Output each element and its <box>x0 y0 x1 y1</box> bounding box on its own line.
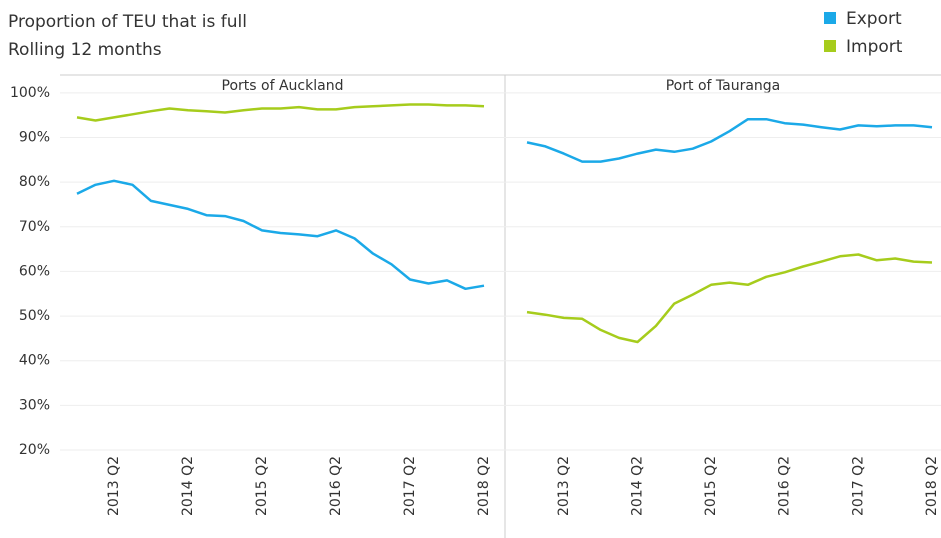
chart-title: Proportion of TEU that is full <box>8 12 247 32</box>
x-tick-label: 2014 Q2 <box>629 456 645 516</box>
y-tick-label: 60% <box>19 263 50 279</box>
y-tick-label: 30% <box>19 397 50 413</box>
x-tick-label: 2015 Q2 <box>703 456 719 516</box>
y-tick-label: 40% <box>19 353 50 369</box>
line-series <box>526 253 933 344</box>
y-tick-label: 80% <box>19 174 50 190</box>
legend-swatch <box>824 12 836 24</box>
line-series <box>76 179 485 291</box>
x-tick-label: 2017 Q2 <box>402 456 418 516</box>
line-series <box>526 117 933 163</box>
line-series <box>76 103 485 122</box>
x-tick-label: 2014 Q2 <box>180 456 196 516</box>
legend-label: Import <box>846 37 903 57</box>
x-tick-label: 2017 Q2 <box>850 456 866 516</box>
chart-subtitle: Rolling 12 months <box>8 40 162 60</box>
y-tick-label: 50% <box>19 308 50 324</box>
x-tick-label: 2013 Q2 <box>556 456 572 516</box>
x-tick-label: 2015 Q2 <box>254 456 270 516</box>
x-tick-label: 2016 Q2 <box>328 456 344 516</box>
x-tick-label: 2018 Q2 <box>476 456 492 516</box>
y-tick-label: 100% <box>10 85 50 101</box>
x-tick-label: 2013 Q2 <box>106 456 122 516</box>
y-tick-label: 90% <box>19 130 50 146</box>
panel-title: Ports of Auckland <box>222 78 344 94</box>
x-tick-label: 2018 Q2 <box>924 456 940 516</box>
legend-label: Export <box>846 9 902 29</box>
legend-swatch <box>824 40 836 52</box>
x-tick-label: 2016 Q2 <box>777 456 793 516</box>
panel-title: Port of Tauranga <box>666 78 781 94</box>
y-tick-label: 70% <box>19 219 50 235</box>
y-tick-label: 20% <box>19 442 50 458</box>
